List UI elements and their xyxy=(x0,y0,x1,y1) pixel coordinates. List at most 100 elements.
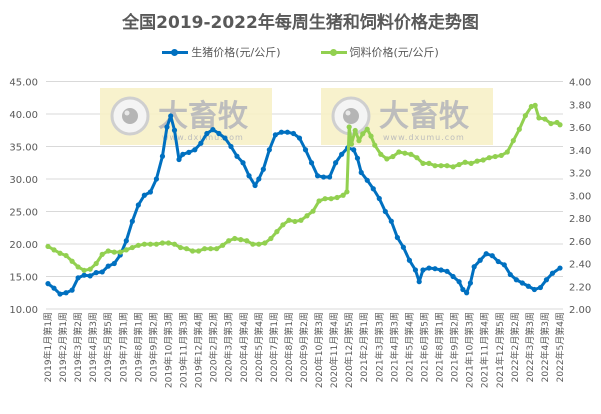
data-point[interactable] xyxy=(129,244,135,251)
data-point[interactable] xyxy=(351,147,357,153)
data-point[interactable] xyxy=(516,126,522,132)
data-point[interactable] xyxy=(159,240,166,246)
data-point[interactable] xyxy=(438,163,444,169)
data-point[interactable] xyxy=(214,246,220,252)
data-point[interactable] xyxy=(378,151,384,157)
data-point[interactable] xyxy=(320,174,327,180)
data-point[interactable] xyxy=(444,163,450,169)
data-point[interactable] xyxy=(388,218,394,224)
data-point[interactable] xyxy=(537,284,544,291)
legend-item-pig-price[interactable]: 生猪价格(元/公斤) xyxy=(162,44,281,60)
data-point[interactable] xyxy=(246,173,252,179)
data-point[interactable] xyxy=(286,217,292,223)
data-point[interactable] xyxy=(256,176,262,182)
data-point[interactable] xyxy=(340,192,346,198)
data-point[interactable] xyxy=(208,246,214,252)
data-point[interactable] xyxy=(177,244,184,251)
data-point[interactable] xyxy=(280,222,286,228)
data-point[interactable] xyxy=(504,149,510,155)
data-point[interactable] xyxy=(164,124,170,130)
data-point[interactable] xyxy=(314,173,321,179)
data-point[interactable] xyxy=(542,116,548,122)
data-point[interactable] xyxy=(147,189,153,195)
data-point[interactable] xyxy=(278,129,285,135)
data-point[interactable] xyxy=(51,285,57,291)
data-point[interactable] xyxy=(420,160,426,166)
data-point[interactable] xyxy=(135,242,141,248)
data-point[interactable] xyxy=(292,218,298,225)
data-point[interactable] xyxy=(69,287,75,293)
data-point[interactable] xyxy=(513,277,519,283)
data-point[interactable] xyxy=(420,267,426,273)
data-point[interactable] xyxy=(220,242,226,248)
data-point[interactable] xyxy=(260,166,266,172)
data-point[interactable] xyxy=(111,249,117,255)
data-point[interactable] xyxy=(87,273,93,279)
data-point[interactable] xyxy=(296,135,303,141)
data-point[interactable] xyxy=(495,258,501,265)
data-point[interactable] xyxy=(45,281,51,287)
data-point[interactable] xyxy=(75,275,81,281)
data-point[interactable] xyxy=(45,243,51,250)
data-point[interactable] xyxy=(111,260,117,267)
data-point[interactable] xyxy=(501,262,507,268)
data-point[interactable] xyxy=(400,244,406,250)
data-point[interactable] xyxy=(468,160,474,166)
data-point[interactable] xyxy=(171,127,178,133)
data-point[interactable] xyxy=(432,163,438,169)
data-point[interactable] xyxy=(356,138,362,144)
data-point[interactable] xyxy=(304,213,310,219)
data-point[interactable] xyxy=(426,160,432,166)
data-point[interactable] xyxy=(290,130,297,137)
data-point[interactable] xyxy=(477,257,483,263)
data-point[interactable] xyxy=(364,177,370,183)
data-point[interactable] xyxy=(310,208,316,214)
data-point[interactable] xyxy=(274,229,280,235)
data-point[interactable] xyxy=(471,264,477,270)
data-point[interactable] xyxy=(396,149,402,155)
data-point[interactable] xyxy=(216,130,222,137)
data-point[interactable] xyxy=(81,267,87,273)
data-point[interactable] xyxy=(176,156,182,163)
data-point[interactable] xyxy=(334,194,340,201)
data-point[interactable] xyxy=(416,279,422,285)
data-point[interactable] xyxy=(462,159,468,165)
data-point[interactable] xyxy=(262,240,268,246)
data-point[interactable] xyxy=(525,283,531,289)
data-point[interactable] xyxy=(450,164,456,170)
data-point[interactable] xyxy=(532,102,538,108)
data-point[interactable] xyxy=(327,174,333,180)
data-point[interactable] xyxy=(51,247,57,253)
data-point[interactable] xyxy=(358,169,364,176)
data-point[interactable] xyxy=(228,143,234,150)
data-point[interactable] xyxy=(548,120,554,127)
data-point[interactable] xyxy=(348,141,355,147)
data-point[interactable] xyxy=(483,251,489,257)
data-point[interactable] xyxy=(339,151,345,157)
data-point[interactable] xyxy=(531,286,538,293)
data-point[interactable] xyxy=(328,196,334,202)
data-point[interactable] xyxy=(186,149,192,155)
data-point[interactable] xyxy=(93,270,99,276)
data-point[interactable] xyxy=(444,268,450,274)
data-point[interactable] xyxy=(346,124,352,130)
data-point[interactable] xyxy=(456,279,462,285)
data-point[interactable] xyxy=(189,248,196,254)
data-point[interactable] xyxy=(412,267,419,273)
data-point[interactable] xyxy=(123,238,129,244)
data-point[interactable] xyxy=(507,271,513,278)
data-point[interactable] xyxy=(344,189,350,195)
data-point[interactable] xyxy=(364,126,370,132)
data-point[interactable] xyxy=(153,241,160,247)
data-point[interactable] xyxy=(105,248,111,254)
data-point[interactable] xyxy=(272,132,278,138)
data-point[interactable] xyxy=(141,192,147,198)
data-point[interactable] xyxy=(93,260,99,267)
data-point[interactable] xyxy=(222,135,228,141)
data-point[interactable] xyxy=(141,241,147,247)
data-point[interactable] xyxy=(234,153,240,159)
data-point[interactable] xyxy=(368,133,374,139)
data-point[interactable] xyxy=(210,127,216,133)
data-point[interactable] xyxy=(57,250,63,256)
data-point[interactable] xyxy=(240,160,246,166)
